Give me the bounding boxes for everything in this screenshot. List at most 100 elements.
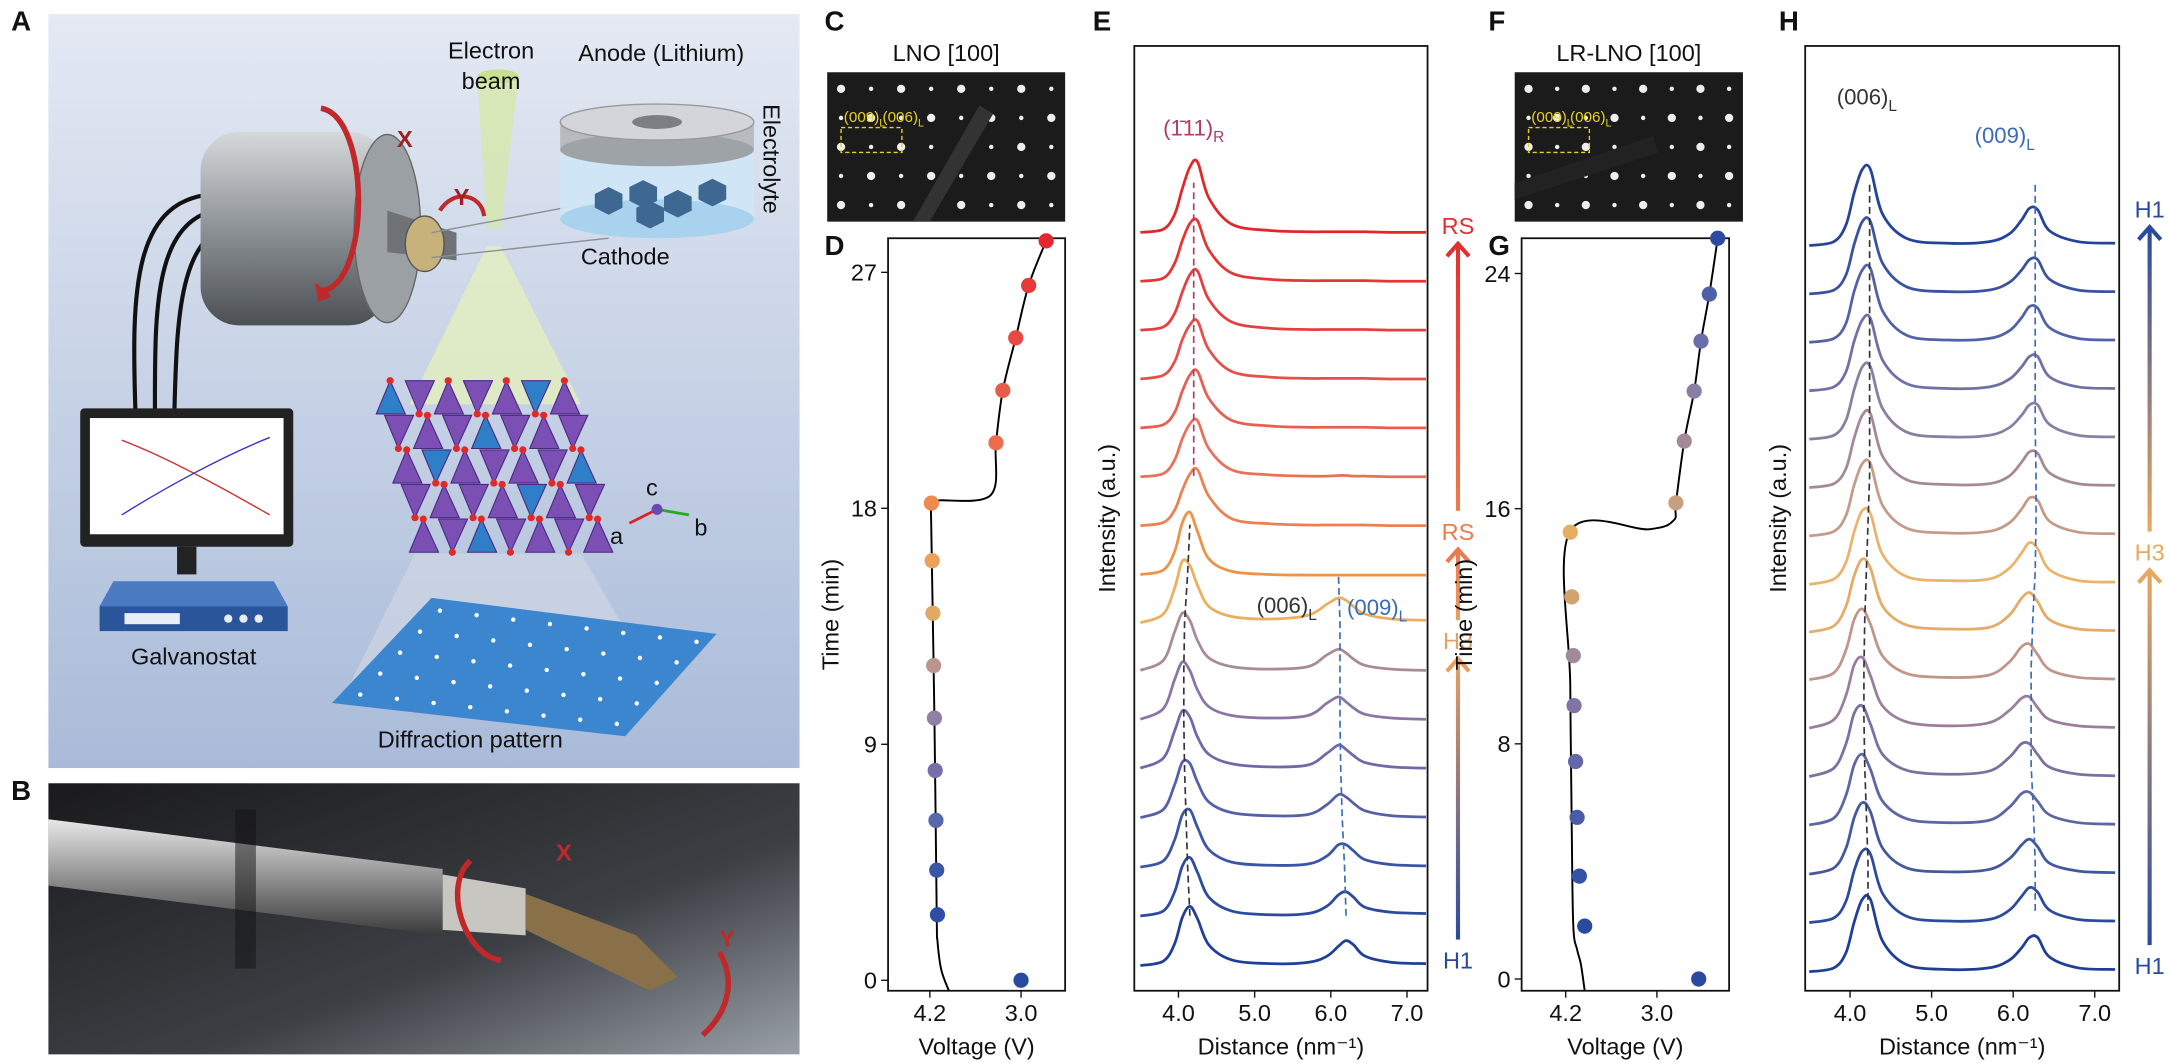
saed-spot <box>1696 142 1705 152</box>
data-point <box>1571 868 1587 884</box>
stage-arrow <box>1455 549 1461 621</box>
x-tick-label: 7.0 <box>1391 1000 1424 1026</box>
y-axis-label: Time (min) <box>1451 559 1477 670</box>
spectrum <box>1808 655 2116 730</box>
saed-spot <box>1612 144 1617 150</box>
stage-label: H3 <box>2135 540 2165 566</box>
atom <box>386 377 394 385</box>
spectrum <box>1139 708 1427 770</box>
spot <box>634 701 640 706</box>
spectrum <box>1140 855 1427 918</box>
knob <box>254 614 263 623</box>
panel-label: B <box>11 775 31 806</box>
crystal <box>375 377 614 556</box>
saed-spot <box>927 113 936 123</box>
saed-spot <box>1017 200 1026 210</box>
y-tick-label: 0 <box>1497 966 1510 992</box>
atom <box>419 515 427 523</box>
spectrum <box>1809 313 2116 393</box>
atom <box>403 446 411 454</box>
spot-label-main: (006) <box>883 109 919 126</box>
plot-frame <box>1133 45 1429 992</box>
data-line <box>1562 238 1719 991</box>
arrowhead <box>315 282 332 302</box>
panel-label: G <box>1488 230 1510 261</box>
photo: X Y <box>48 783 800 1055</box>
spot <box>581 672 586 677</box>
y-tick-label: 18 <box>851 496 877 522</box>
saed-spot <box>1724 113 1734 123</box>
tetrahedron <box>566 448 598 484</box>
spot-label-main: (009) <box>844 109 880 126</box>
spot-label-sub: L <box>879 118 885 130</box>
sample-disk <box>404 215 445 273</box>
plot-frame <box>887 237 1067 992</box>
spot <box>544 667 549 673</box>
spot-label: (006)L <box>883 109 924 130</box>
x-tick-label: 6.0 <box>1997 1000 2030 1026</box>
axis-label: a <box>610 523 624 549</box>
spot <box>474 612 479 618</box>
spot <box>524 688 530 693</box>
data-line <box>929 240 1048 992</box>
x-tick-label: 5.0 <box>1915 1000 1948 1026</box>
saed-spot <box>1610 113 1619 123</box>
anode-hole <box>632 115 682 129</box>
atom <box>473 410 481 418</box>
saed-spot <box>1019 115 1024 121</box>
saed-spot <box>868 144 874 150</box>
atom <box>585 514 593 522</box>
spot <box>414 675 420 681</box>
spot <box>394 696 400 702</box>
tetrahedron <box>545 483 577 519</box>
spectrum <box>1139 558 1427 625</box>
saed-spot <box>1612 86 1617 92</box>
data-point <box>927 762 943 779</box>
tetrahedron <box>537 449 569 485</box>
stage-arrowhead <box>2137 567 2163 585</box>
saed-spot <box>1612 202 1617 208</box>
data-point <box>928 812 944 828</box>
tetrahedron <box>470 413 502 450</box>
charts: 4.2 3.0 Voltage (V) Time (min) 0 9 18 27 4.0 5.0 6… <box>817 45 2165 1059</box>
saed-spot <box>1554 144 1560 150</box>
saed-spot <box>1583 115 1589 121</box>
atom <box>448 548 456 556</box>
saed-spot <box>1049 144 1054 150</box>
tetrahedron <box>383 414 415 450</box>
saed-spot <box>1049 86 1054 92</box>
y-tick-label: 24 <box>1484 261 1510 287</box>
tetrahedron <box>421 449 452 485</box>
spot-label-sub: L <box>918 118 924 130</box>
saed-spot <box>838 115 844 121</box>
tetrahedron <box>528 413 560 450</box>
spot <box>434 654 439 660</box>
x-tick-label: 4.0 <box>1162 1000 1195 1026</box>
tetrahedron <box>441 414 473 450</box>
saed-spot <box>1696 200 1705 210</box>
x-tick-label: 5.0 <box>1238 1000 1271 1026</box>
tetrahedron <box>466 517 498 553</box>
tetrahedron <box>433 379 465 415</box>
spectrum <box>1140 904 1427 967</box>
tetrahedron <box>375 379 407 415</box>
pattern-label: Diffraction pattern <box>378 726 563 752</box>
spectrum <box>1139 758 1427 819</box>
saed-spot <box>1019 173 1024 179</box>
saed-spot <box>1553 113 1562 123</box>
y-tick-label: 8 <box>1497 731 1510 757</box>
spot <box>527 642 533 648</box>
anode-label: Anode (Lithium) <box>578 40 744 66</box>
spectrum <box>1809 216 2116 296</box>
atom <box>423 411 432 419</box>
spot <box>417 629 423 634</box>
stage-arrowhead <box>1445 240 1471 258</box>
spot <box>614 721 620 727</box>
rotation-arrow <box>700 950 731 1038</box>
plot-frame <box>1520 237 1731 992</box>
spectrum <box>1139 660 1427 721</box>
spectrum <box>1809 263 2116 344</box>
saed-spot <box>1669 144 1675 150</box>
saed-spot <box>958 173 964 179</box>
